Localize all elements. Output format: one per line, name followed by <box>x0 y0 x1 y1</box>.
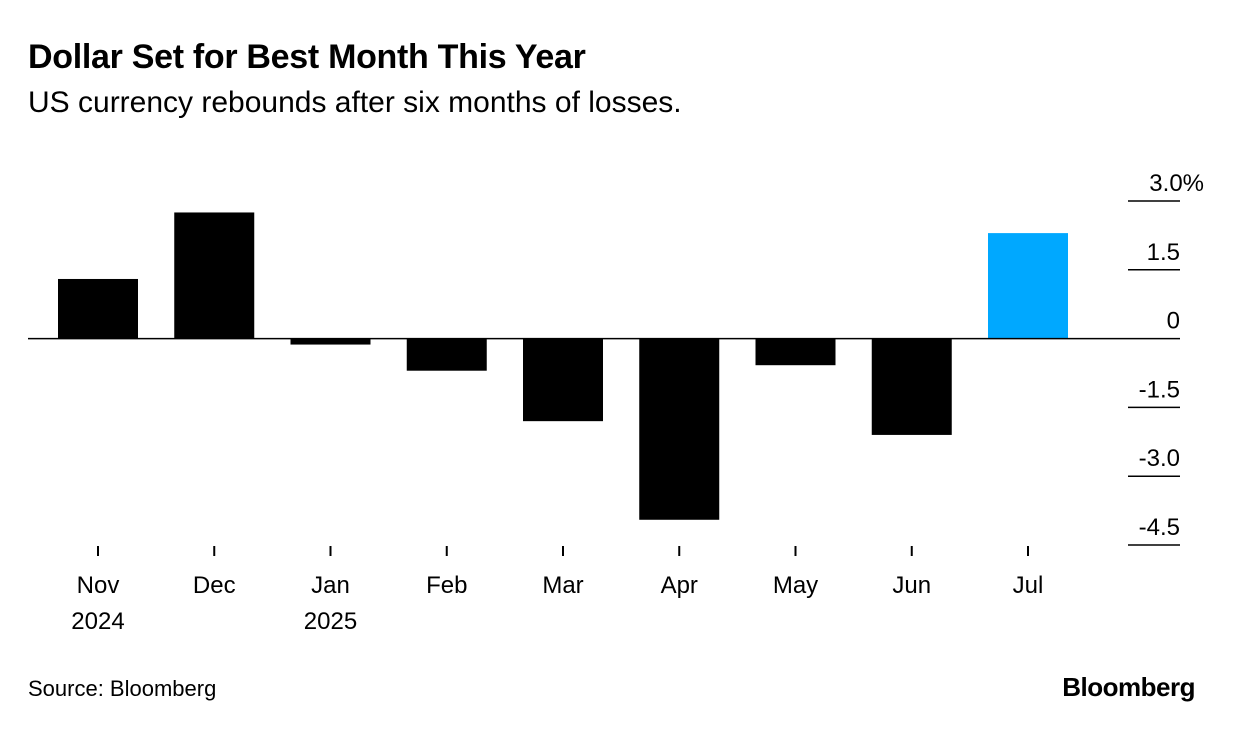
x-tick-label: Feb <box>426 572 467 599</box>
bloomberg-logo: Bloomberg <box>1062 672 1195 702</box>
x-tick-label: Dec <box>193 572 236 599</box>
x-tick-year-label: 2024 <box>71 608 124 635</box>
y-tick-label: 0 <box>1167 308 1180 335</box>
x-tick-label: Mar <box>542 572 583 599</box>
bar-may <box>755 338 836 366</box>
bar-nov <box>58 278 138 339</box>
bar-apr <box>639 338 720 520</box>
y-tick-label: -1.5 <box>1139 376 1180 403</box>
y-tick-label: -3.0 <box>1139 445 1180 472</box>
bar-jun <box>871 338 952 435</box>
bar-dec <box>174 212 255 339</box>
x-tick-label: Jan <box>311 572 350 599</box>
chart-title: Dollar Set for Best Month This Year <box>28 38 586 76</box>
y-tick-label: 1.5 <box>1147 239 1180 266</box>
x-tick-label: Nov <box>77 572 120 599</box>
x-tick-label: Jun <box>892 572 931 599</box>
bar-feb <box>406 338 487 371</box>
chart-subtitle: US currency rebounds after six months of… <box>28 86 682 119</box>
x-tick-year-label: 2025 <box>304 608 357 635</box>
bar-jul <box>988 233 1068 339</box>
source-note: Source: Bloomberg <box>28 676 217 701</box>
x-tick-label: Apr <box>661 572 698 599</box>
x-tick-label: Jul <box>1013 572 1044 599</box>
bar-chart: 3.0% 1.5 0 -1.5 -3.0 -4.5 Nov 2024 Dec Jan 2025 Feb… <box>28 170 1204 635</box>
y-tick-label: -4.5 <box>1139 514 1180 541</box>
bar-jan <box>290 338 371 345</box>
y-tick-label: 3.0% <box>1149 170 1204 197</box>
bar-mar <box>523 338 603 422</box>
x-tick-label: May <box>773 572 818 599</box>
